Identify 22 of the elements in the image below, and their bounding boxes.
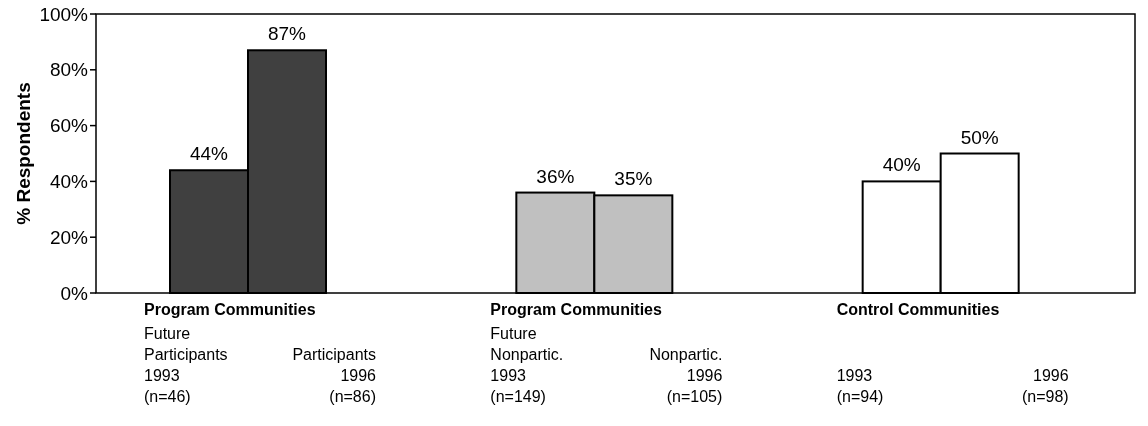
data-label: 36% xyxy=(536,165,575,187)
x-tick-label: Future Nonpartic. 1993 (n=149) xyxy=(490,325,564,405)
text: Control Communities xyxy=(836,301,1000,318)
data-label: 35% xyxy=(614,168,653,190)
x-tick-label: 1993 (n=94) xyxy=(836,367,884,405)
x-tick-label: Future Participants 1993 (n=46) xyxy=(144,325,228,405)
data-label: 44% xyxy=(189,143,229,165)
y-tick-label: 40% xyxy=(49,171,89,193)
data-label: 87% xyxy=(267,23,307,45)
text: Program Communities xyxy=(144,301,316,318)
y-tick-label: 60% xyxy=(49,115,89,137)
x-tick-label: 1996 (n=98) xyxy=(1021,367,1069,405)
x-tick-label: Nonpartic. 1996 (n=105) xyxy=(649,346,723,405)
data-label: 40% xyxy=(882,154,921,176)
text: Program Communities xyxy=(490,301,663,318)
y-tick-label: 80% xyxy=(49,59,89,81)
x-tick-label: Participants 1996 (n=86) xyxy=(292,346,377,405)
y-tick-label: 20% xyxy=(49,226,89,248)
data-label: 50% xyxy=(960,126,999,148)
y-tick-label: 0% xyxy=(60,282,89,304)
y-tick-label: 100% xyxy=(39,3,89,25)
y-axis-title: % Respondents xyxy=(13,82,34,225)
